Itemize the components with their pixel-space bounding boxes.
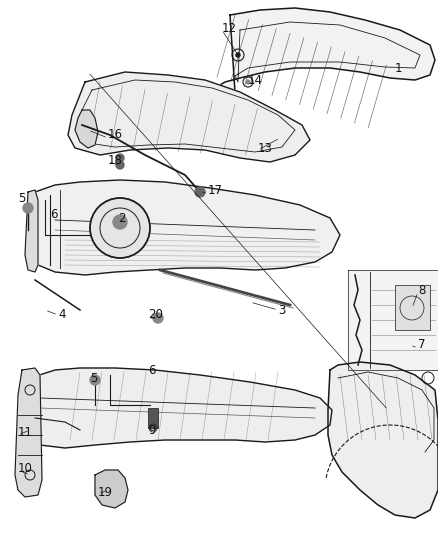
- Text: 6: 6: [148, 364, 155, 376]
- Polygon shape: [22, 368, 332, 448]
- Circle shape: [116, 154, 124, 162]
- Circle shape: [236, 53, 240, 57]
- Circle shape: [116, 161, 124, 169]
- Circle shape: [153, 313, 163, 323]
- Text: 2: 2: [118, 212, 126, 224]
- Text: 19: 19: [98, 486, 113, 498]
- Text: 11: 11: [18, 426, 33, 440]
- Circle shape: [90, 198, 150, 258]
- Circle shape: [246, 80, 250, 84]
- Text: 20: 20: [148, 309, 163, 321]
- Polygon shape: [15, 368, 42, 497]
- Text: 8: 8: [418, 284, 425, 296]
- Polygon shape: [215, 8, 435, 98]
- Text: 10: 10: [18, 462, 33, 474]
- Text: 14: 14: [248, 74, 263, 86]
- Circle shape: [113, 215, 127, 229]
- FancyBboxPatch shape: [395, 285, 430, 330]
- Text: 13: 13: [258, 141, 273, 155]
- Text: 18: 18: [108, 154, 123, 166]
- Polygon shape: [68, 72, 310, 162]
- Polygon shape: [75, 110, 98, 148]
- Text: 1: 1: [395, 61, 403, 75]
- Circle shape: [23, 203, 33, 213]
- Text: 5: 5: [18, 191, 25, 205]
- Polygon shape: [348, 270, 438, 370]
- Text: 4: 4: [58, 309, 66, 321]
- Text: 6: 6: [50, 208, 57, 222]
- Text: 12: 12: [222, 21, 237, 35]
- Text: 16: 16: [108, 128, 123, 141]
- Circle shape: [195, 187, 205, 197]
- Polygon shape: [95, 470, 128, 508]
- FancyBboxPatch shape: [148, 408, 158, 428]
- Polygon shape: [28, 180, 340, 275]
- Text: 5: 5: [90, 372, 97, 384]
- Polygon shape: [25, 190, 38, 272]
- Text: 3: 3: [278, 303, 286, 317]
- Polygon shape: [328, 362, 438, 518]
- Text: 17: 17: [208, 183, 223, 197]
- Circle shape: [90, 375, 100, 385]
- Text: 9: 9: [148, 424, 155, 437]
- Text: 7: 7: [418, 338, 425, 351]
